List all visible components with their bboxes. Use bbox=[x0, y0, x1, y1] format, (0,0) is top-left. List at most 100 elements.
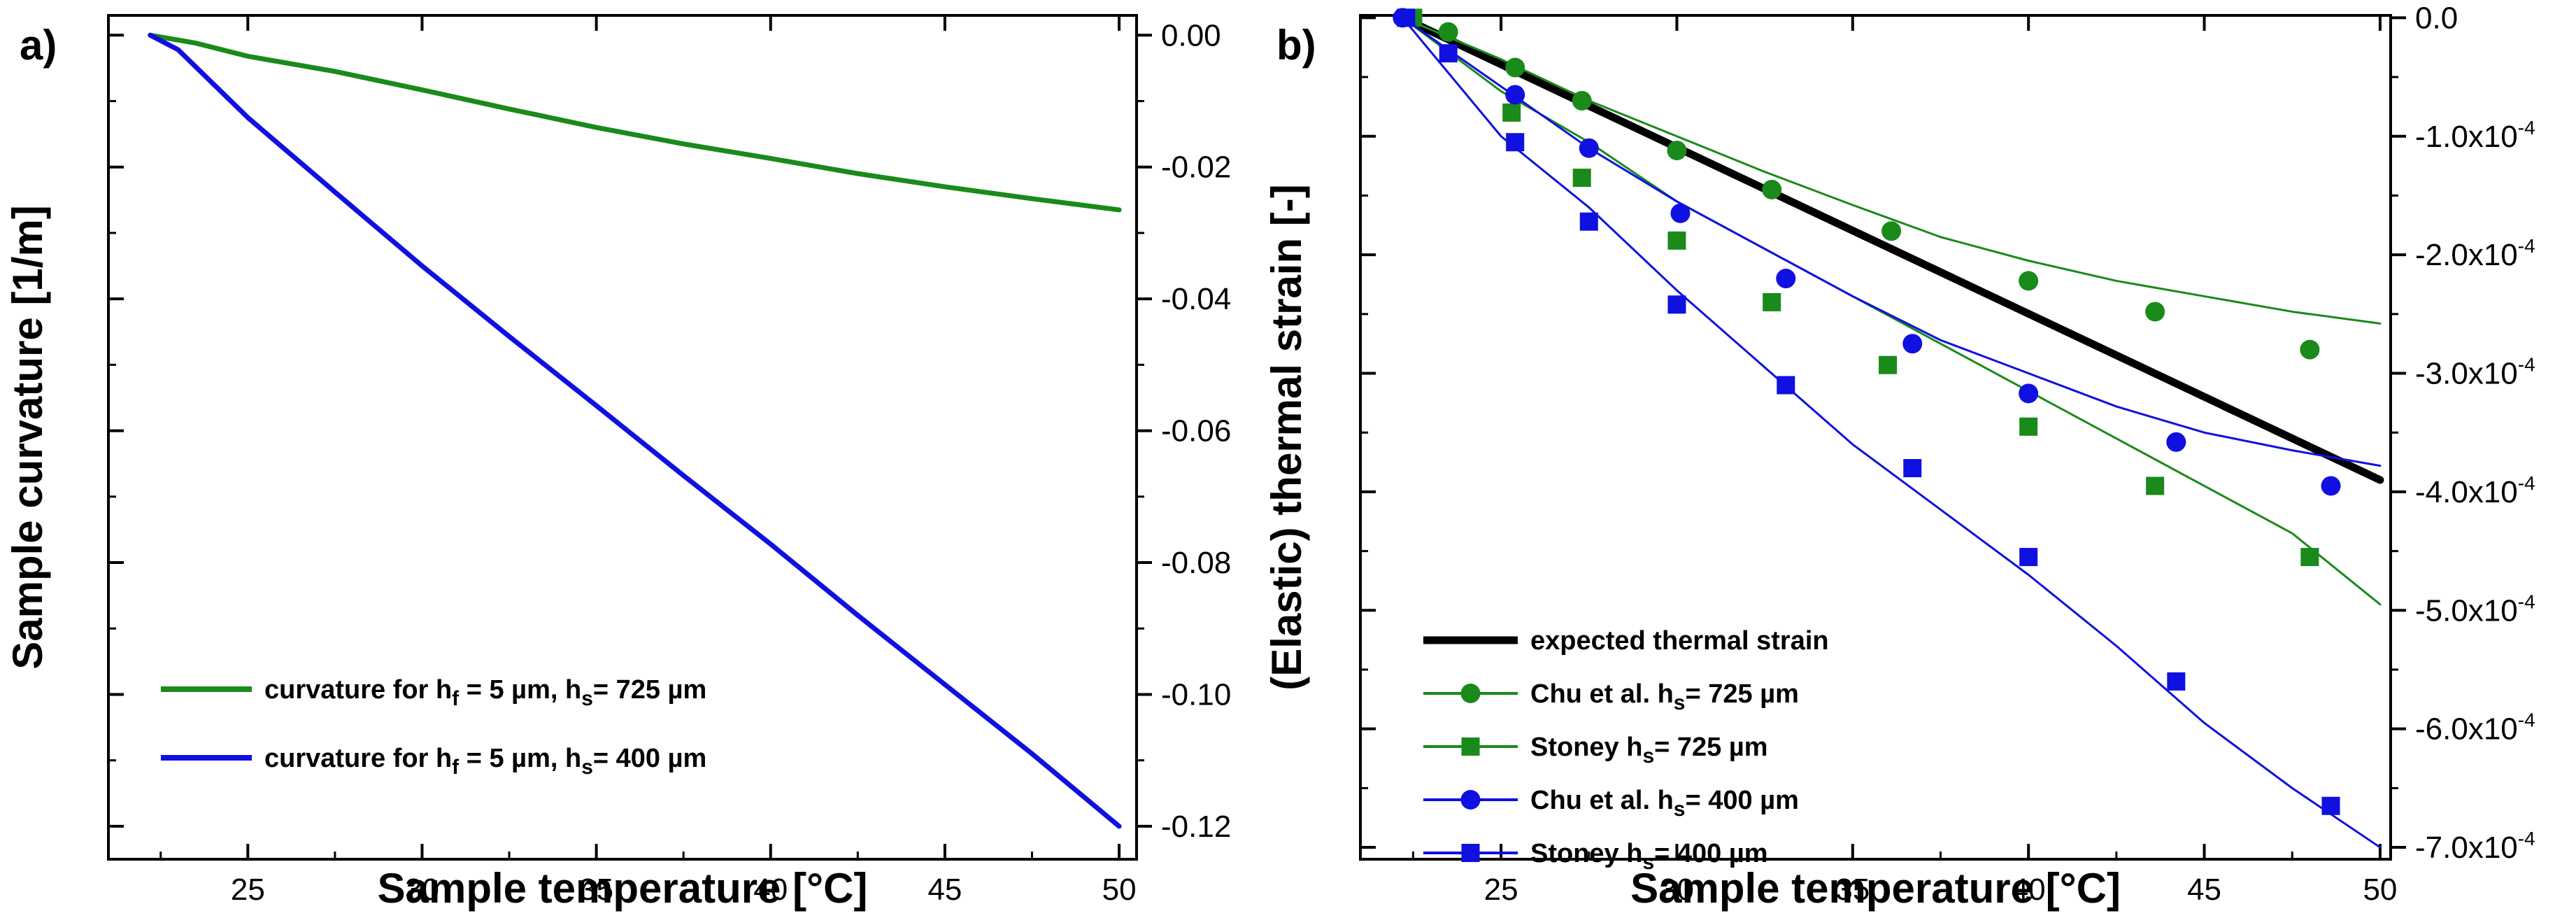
legend-entry-4: Stoney hs= 400 µm bbox=[1530, 839, 1768, 874]
legend-text-part: expected thermal strain bbox=[1530, 626, 1829, 656]
series-2-marker bbox=[2300, 548, 2319, 567]
x-tick-label: 45 bbox=[927, 873, 962, 907]
series-1-marker bbox=[1438, 22, 1458, 42]
series-1-marker bbox=[1505, 57, 1525, 78]
legend-marker-3 bbox=[1460, 790, 1481, 810]
y-tick-mantissa: -1.0x10 bbox=[2415, 120, 2518, 154]
y-tick-mantissa: -7.0x10 bbox=[2415, 831, 2518, 865]
legend-text-part: Chu et al. h bbox=[1530, 679, 1674, 709]
y-tick-label: -5.0x10-4 bbox=[2415, 591, 2535, 628]
legend-text-part: s bbox=[1642, 851, 1654, 874]
legend-text-part: s bbox=[1674, 691, 1686, 714]
series-2-marker bbox=[2146, 476, 2165, 495]
plot-frame bbox=[107, 14, 1138, 861]
legend-text-part: s bbox=[1674, 798, 1686, 821]
series-3-marker bbox=[1670, 203, 1691, 223]
plot-frame bbox=[1359, 14, 2392, 861]
panel-a-chart: a) 25 30 35 40 45 50 0.00 -0.02 -0.04 -0.06 -0.08 -0… bbox=[4, 14, 1231, 912]
series-4-marker bbox=[2321, 796, 2340, 815]
series-3-marker bbox=[2166, 432, 2186, 452]
legend-entry-1: Chu et al. hs= 725 µm bbox=[1530, 679, 1799, 714]
series-3-marker bbox=[1579, 138, 1599, 158]
x-tick-label: 50 bbox=[1102, 873, 1137, 907]
x-tick-label: 30 bbox=[405, 873, 439, 907]
legend-text-part: s bbox=[581, 756, 593, 779]
x-tick-label: 35 bbox=[579, 873, 613, 907]
legend-text-part: = 5 µm, h bbox=[459, 744, 581, 773]
legend-text-part: = 400 µm bbox=[1654, 839, 1767, 868]
legend-marker-1 bbox=[1460, 684, 1481, 703]
legend-text-part: = 725 µm bbox=[1654, 733, 1767, 762]
legend-text-part: s bbox=[581, 687, 593, 710]
series-3-marker bbox=[1505, 85, 1525, 105]
series-line-1 bbox=[1401, 16, 2382, 325]
panel-label: a) bbox=[20, 22, 57, 69]
legend-text-part: = 725 µm bbox=[1685, 679, 1798, 709]
legend-text-part: f bbox=[452, 756, 460, 779]
series-4-marker bbox=[1579, 212, 1598, 231]
y-tick-mantissa: -3.0x10 bbox=[2415, 357, 2518, 391]
legend-text-part: Chu et al. h bbox=[1530, 786, 1674, 815]
series-3-marker bbox=[2019, 383, 2039, 404]
series-1-marker bbox=[1572, 90, 1592, 111]
x-tick-label: 35 bbox=[1835, 873, 1870, 907]
legend-text-part: s bbox=[1642, 744, 1654, 768]
series-1-marker bbox=[1762, 179, 1782, 199]
x-tick-label: 25 bbox=[1484, 873, 1518, 907]
series-line-0 bbox=[1398, 13, 2384, 484]
series-1-marker bbox=[2300, 339, 2320, 360]
series-4-marker bbox=[1506, 133, 1525, 152]
y-tick-exponent: -4 bbox=[2518, 354, 2535, 376]
legend-text-part: curvature for h bbox=[264, 744, 452, 773]
series-2-marker bbox=[2019, 417, 2038, 436]
y-axis-title: (Elastic) thermal strain [-] bbox=[1263, 184, 1310, 691]
panel-label: b) bbox=[1276, 22, 1316, 69]
series-2-marker bbox=[1763, 292, 1781, 311]
y-tick-label: -0.08 bbox=[1161, 546, 1231, 580]
legend-text-part: curvature for h bbox=[264, 675, 452, 705]
series-1-marker bbox=[1667, 141, 1687, 161]
legend-entry-3: Chu et al. hs= 400 µm bbox=[1530, 786, 1799, 821]
y-tick-mantissa: -5.0x10 bbox=[2415, 593, 2518, 628]
series-2-marker bbox=[1667, 231, 1686, 250]
y-tick-mantissa: -4.0x10 bbox=[2415, 475, 2518, 509]
y-tick-mantissa: -2.0x10 bbox=[2415, 238, 2518, 272]
series-line-1 bbox=[148, 32, 1122, 829]
legend-text-part: = 400 µm bbox=[1685, 786, 1798, 815]
series-3-marker bbox=[1902, 334, 1923, 354]
x-tick-label: 25 bbox=[231, 873, 265, 907]
x-tick-label: 40 bbox=[2012, 873, 2046, 907]
legend-entry-1: curvature for hf = 5 µm, hs= 400 µm bbox=[264, 744, 706, 779]
series-4-marker bbox=[1439, 44, 1458, 63]
y-tick-label: -3.0x10-4 bbox=[2415, 354, 2535, 391]
series-3-marker bbox=[1776, 269, 1796, 289]
y-tick-exponent: -4 bbox=[2518, 117, 2535, 139]
series-line-0 bbox=[148, 32, 1122, 213]
legend-marker-4 bbox=[1461, 844, 1480, 862]
series-1-marker bbox=[2019, 271, 2039, 291]
x-tick-label: 40 bbox=[753, 873, 788, 907]
y-tick-mantissa: 0.0 bbox=[2415, 1, 2458, 35]
series-4-marker bbox=[1777, 376, 1795, 395]
panel-b-chart: b)25 30 35 40 45 500.0-1.0x10-4-2.0x10-4-3.0x… bbox=[1263, 1, 2535, 912]
series-4-marker bbox=[2167, 672, 2186, 691]
y-tick-label: -0.06 bbox=[1161, 414, 1231, 449]
x-tick-label: 50 bbox=[2363, 873, 2397, 907]
legend-text-part: = 400 µm bbox=[593, 744, 706, 773]
series-3-marker bbox=[2321, 476, 2341, 496]
y-tick-exponent: -4 bbox=[2518, 235, 2535, 257]
series-2-marker bbox=[1879, 355, 1898, 374]
y-tick-label: -7.0x10-4 bbox=[2415, 828, 2535, 865]
y-tick-label: -4.0x10-4 bbox=[2415, 472, 2535, 509]
series-4-marker bbox=[2019, 548, 2038, 567]
series-4-marker bbox=[1667, 295, 1686, 314]
y-tick-label: -0.04 bbox=[1161, 282, 1231, 316]
series-line-3 bbox=[1401, 16, 2382, 467]
x-axis-title: Sample temperature [°C] bbox=[378, 865, 868, 912]
x-axis-title: Sample temperature [°C] bbox=[1630, 865, 2121, 912]
series-line-2 bbox=[1401, 16, 2382, 606]
y-tick-exponent: -4 bbox=[2518, 828, 2535, 849]
y-tick-label: -2.0x10-4 bbox=[2415, 235, 2535, 272]
x-tick-label: 30 bbox=[1660, 873, 1694, 907]
y-tick-label: 0.0 bbox=[2415, 1, 2458, 35]
